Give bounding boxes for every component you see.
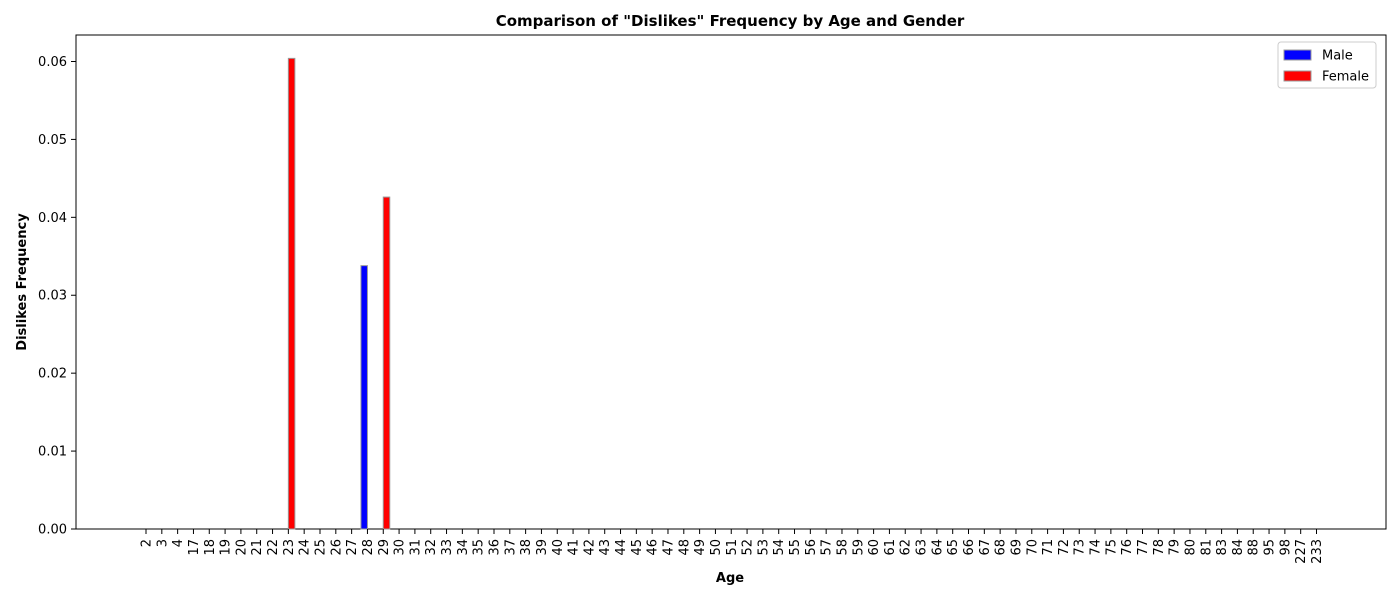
x-tick-label: 51 (725, 539, 740, 556)
x-tick-label: 84 (1231, 539, 1246, 556)
x-tick-label: 24 (298, 539, 313, 556)
x-tick-label: 40 (551, 539, 566, 556)
x-tick-label: 39 (535, 539, 550, 556)
x-tick-label: 32 (424, 539, 439, 556)
x-tick-label: 49 (693, 539, 708, 556)
x-tick-label: 80 (1183, 539, 1198, 556)
x-tick-label: 70 (1025, 539, 1040, 556)
x-tick-label: 79 (1168, 539, 1183, 556)
x-tick-label: 3 (155, 539, 170, 547)
x-tick-label: 34 (456, 539, 471, 556)
x-tick-label: 227 (1294, 539, 1309, 564)
y-tick-label: 0.06 (38, 55, 67, 70)
x-tick-label: 29 (377, 539, 392, 556)
legend: Male Female (1277, 41, 1377, 89)
x-tick-label: 66 (962, 539, 977, 556)
legend-swatch-male (1283, 49, 1312, 61)
x-tick-label: 25 (313, 539, 328, 556)
x-tick-label: 17 (187, 539, 202, 556)
y-tick-label: 0.04 (38, 211, 67, 226)
x-tick-label: 53 (756, 539, 771, 556)
x-tick-label: 23 (282, 539, 297, 556)
x-tick-label: 76 (1120, 539, 1135, 556)
x-tick-label: 19 (219, 539, 234, 556)
legend-swatch-female (1283, 70, 1312, 82)
x-tick-label: 30 (393, 539, 408, 556)
x-tick-label: 95 (1263, 539, 1278, 556)
x-tick-label: 48 (677, 539, 692, 556)
x-tick-label: 21 (250, 539, 265, 556)
x-tick-label: 62 (899, 539, 914, 556)
x-tick-label: 81 (1199, 539, 1214, 556)
bar-female-23 (287, 57, 296, 530)
x-tick-label: 42 (582, 539, 597, 556)
x-tick-label: 73 (1073, 539, 1088, 556)
x-tick-label: 33 (440, 539, 455, 556)
bar-male-28 (360, 265, 368, 530)
x-tick-label: 26 (329, 539, 344, 556)
x-tick-label: 22 (266, 539, 281, 556)
y-axis: 0.00 0.01 0.02 0.03 0.04 0.05 0.06 (38, 55, 76, 538)
x-tick-label: 45 (630, 539, 645, 556)
x-tick-label: 4 (171, 539, 186, 547)
y-axis-label: Dislikes Frequency (15, 213, 30, 351)
bars-group (287, 57, 391, 530)
x-axis-label: Age (716, 571, 744, 586)
x-tick-label: 61 (883, 539, 898, 556)
x-tick-label: 83 (1215, 539, 1230, 556)
x-tick-label: 55 (788, 539, 803, 556)
x-tick-label: 60 (867, 539, 882, 556)
x-tick-label: 47 (661, 539, 676, 556)
chart-title: Comparison of "Dislikes" Frequency by Ag… (496, 12, 965, 30)
x-tick-label: 56 (804, 539, 819, 556)
x-tick-label: 98 (1278, 539, 1293, 556)
x-tick-label: 58 (835, 539, 850, 556)
x-tick-label: 69 (1009, 539, 1024, 556)
y-tick-label: 0.00 (38, 523, 67, 538)
x-tick-label: 44 (614, 539, 629, 556)
legend-label-male: Male (1322, 49, 1353, 64)
x-tick-label: 18 (203, 539, 218, 556)
x-tick-label: 65 (946, 539, 961, 556)
y-tick-label: 0.02 (38, 367, 67, 382)
legend-label-female: Female (1322, 70, 1369, 85)
y-tick-label: 0.01 (38, 445, 67, 460)
x-tick-label: 71 (1041, 539, 1056, 556)
x-tick-label: 59 (851, 539, 866, 556)
x-tick-label: 67 (978, 539, 993, 556)
x-tick-label: 31 (408, 539, 423, 556)
x-tick-label: 36 (487, 539, 502, 556)
x-tick-label: 41 (567, 539, 582, 556)
x-tick-label: 46 (646, 539, 661, 556)
x-tick-label: 75 (1104, 539, 1119, 556)
x-tick-label: 78 (1152, 539, 1167, 556)
x-tick-label: 37 (503, 539, 518, 556)
x-tick-label: 35 (472, 539, 487, 556)
x-tick-label: 28 (361, 539, 376, 556)
x-tick-label: 72 (1057, 539, 1072, 556)
x-tick-label: 20 (234, 539, 249, 556)
bar-female-29 (382, 196, 391, 530)
x-tick-label: 54 (772, 539, 787, 556)
x-axis: 2 3 4 17 18 19 20 21 22 23 24 25 26 27 28 29 30 31 32 33 34 3… (140, 529, 1325, 564)
x-tick-label: 74 (1089, 539, 1104, 556)
x-tick-label: 77 (1136, 539, 1151, 556)
x-tick-label: 52 (741, 539, 756, 556)
x-tick-label: 68 (994, 539, 1009, 556)
x-tick-label: 233 (1310, 539, 1325, 564)
y-tick-label: 0.05 (38, 133, 67, 148)
x-tick-label: 57 (820, 539, 835, 556)
x-tick-label: 64 (930, 539, 945, 556)
plot-area (75, 34, 1387, 530)
x-tick-label: 27 (345, 539, 360, 556)
x-tick-label: 50 (709, 539, 724, 556)
x-tick-label: 38 (519, 539, 534, 556)
x-tick-label: 63 (915, 539, 930, 556)
x-tick-label: 2 (140, 539, 155, 547)
x-tick-label: 88 (1247, 539, 1262, 556)
x-tick-label: 43 (598, 539, 613, 556)
y-tick-label: 0.03 (38, 289, 67, 304)
